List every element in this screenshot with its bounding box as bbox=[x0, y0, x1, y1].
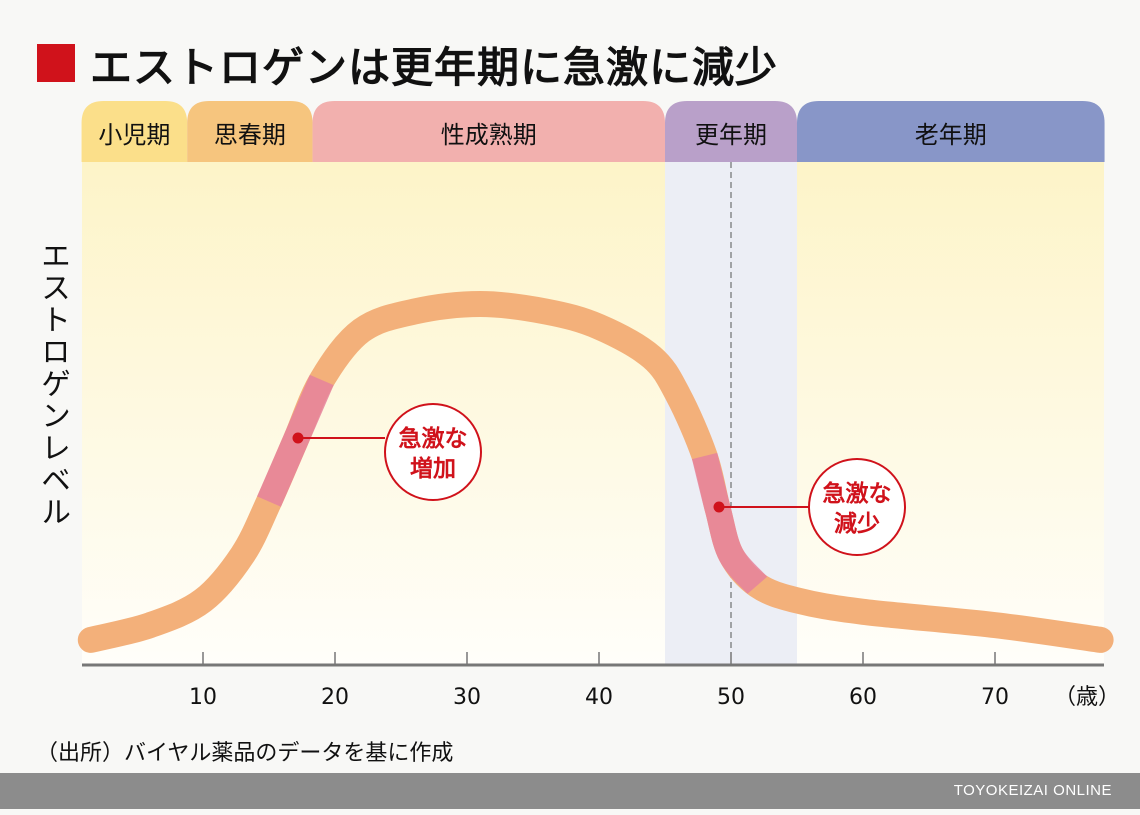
annotation-text: 増加 bbox=[410, 455, 456, 482]
annotation-dot bbox=[292, 432, 304, 444]
x-tick-label: 70 bbox=[981, 685, 1009, 710]
footer-bar: TOYOKEIZAI ONLINE bbox=[0, 773, 1140, 809]
phase-header-3 bbox=[665, 101, 797, 162]
phase-header-0 bbox=[81, 101, 188, 162]
annotation-text: 急激な bbox=[399, 425, 468, 452]
annotation-circle bbox=[384, 403, 482, 501]
estrogen-curve bbox=[77, 290, 1114, 653]
x-tick-label: 20 bbox=[321, 685, 349, 710]
y-axis-label: エストロゲンレベル bbox=[35, 240, 70, 528]
x-tick-label: 40 bbox=[585, 685, 613, 710]
phase-label: 小児期 bbox=[98, 121, 170, 149]
source-note: （出所）バイヤル薬品のデータを基に作成 bbox=[36, 741, 454, 766]
phase-label: 老年期 bbox=[915, 121, 987, 149]
annotation-circle bbox=[808, 458, 906, 556]
title-marker bbox=[37, 44, 75, 82]
phase-label: 思春期 bbox=[214, 121, 286, 149]
annotation-text: 減少 bbox=[834, 511, 880, 537]
plot-background bbox=[82, 162, 1104, 665]
phase-label: 性成熟期 bbox=[441, 121, 537, 149]
brand-label: TOYOKEIZAI ONLINE bbox=[953, 782, 1112, 799]
phase-header-1 bbox=[187, 101, 313, 162]
x-tick-label: 30 bbox=[453, 685, 481, 710]
x-tick-label: 60 bbox=[849, 685, 877, 710]
x-tick-label: 10 bbox=[189, 685, 217, 710]
phase-header-4 bbox=[797, 101, 1105, 162]
annotation-dot bbox=[713, 501, 725, 513]
phase-header-2 bbox=[312, 101, 665, 162]
estrogen-curve-steep-segment bbox=[691, 452, 768, 595]
x-axis-unit: （歳） bbox=[1054, 685, 1120, 710]
chart-title: エストロゲンは更年期に急激に減少 bbox=[90, 43, 779, 92]
phase-label: 更年期 bbox=[695, 121, 767, 149]
annotation-text: 急激な bbox=[823, 480, 892, 507]
x-tick-label: 50 bbox=[717, 685, 745, 710]
chart-area: 小児期 思春期 性成熟期 更年期 老年期 10 20 30 40 50 60 70 （歳） 急激な増加… bbox=[77, 101, 1120, 710]
